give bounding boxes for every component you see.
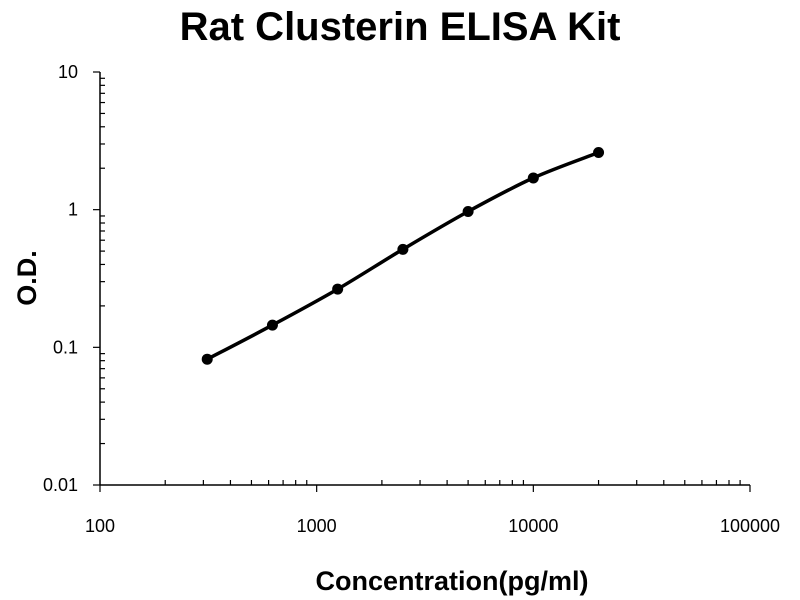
y-tick-label: 0.1 (53, 337, 78, 357)
data-point (593, 147, 605, 159)
x-tick-label: 100 (85, 516, 115, 536)
data-point (462, 205, 474, 217)
y-tick-label: 0.01 (43, 475, 78, 495)
data-point (527, 172, 539, 184)
x-axis-title: Concentration(pg/ml) (316, 566, 589, 596)
data-point (201, 353, 213, 365)
data-point (332, 283, 344, 295)
chart-title: Rat Clusterin ELISA Kit (179, 5, 621, 49)
data-point (397, 243, 409, 255)
x-tick-label: 1000 (297, 516, 337, 536)
fit-curve (206, 150, 600, 361)
x-tick-label: 100000 (720, 516, 780, 536)
axes (99, 72, 750, 486)
tick-labels: 0.01 0.1 1 10 100 1000 10000 100000 (43, 62, 780, 536)
data-point (266, 319, 278, 331)
y-axis-title: O.D. (12, 250, 42, 306)
y-tick-label: 10 (58, 62, 78, 82)
data-points (201, 147, 605, 365)
axis-ticks (93, 71, 751, 492)
series-line (206, 150, 600, 361)
y-tick-label: 1 (68, 200, 78, 220)
x-tick-label: 10000 (508, 516, 558, 536)
